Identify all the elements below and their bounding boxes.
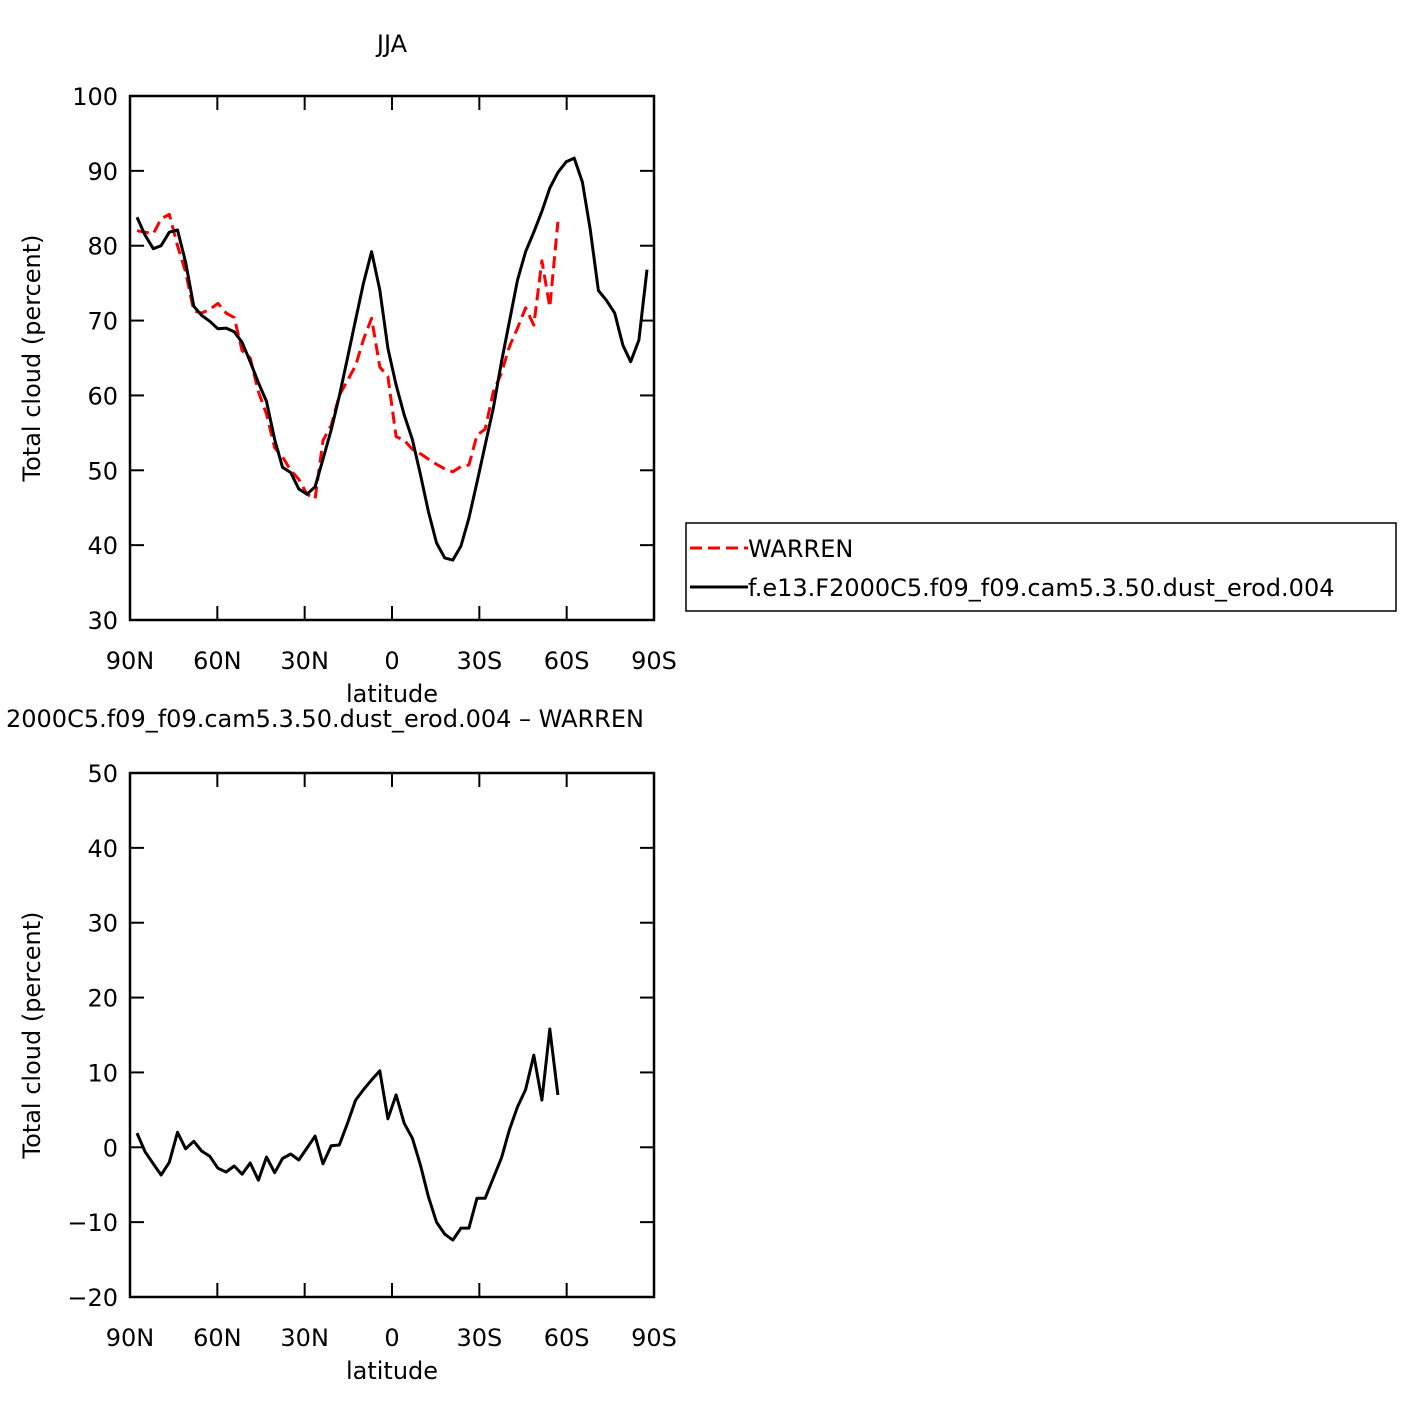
y-tick-label: 40 (87, 532, 118, 560)
legend-label: f.e13.F2000C5.f09_f09.cam5.3.50.dust_ero… (748, 574, 1334, 602)
data-line (136, 212, 560, 501)
x-tick-label: 30N (280, 647, 329, 675)
y-tick-label: 20 (87, 985, 118, 1013)
x-tick-label: 0 (384, 647, 399, 675)
y-axis-label: Total cloud (percent) (18, 912, 46, 1160)
chart-title: JJA (375, 30, 408, 58)
y-tick-label: 70 (87, 308, 118, 336)
plot-frame (128, 771, 656, 1299)
y-tick-label: 50 (87, 457, 118, 485)
x-tick-label: 90N (106, 647, 155, 675)
x-axis-label: latitude (346, 1357, 438, 1385)
x-tick-label: 30N (280, 1324, 329, 1352)
y-axis-label: Total cloud (percent) (18, 235, 46, 483)
x-tick-label: 30S (456, 647, 502, 675)
y-tick-label: −10 (67, 1209, 118, 1237)
x-tick-label: 60N (193, 1324, 242, 1352)
y-tick-label: 90 (87, 158, 118, 186)
data-line (135, 156, 649, 562)
y-tick-label: 50 (87, 760, 118, 788)
y-tick-label: 100 (72, 83, 118, 111)
x-tick-label: 60S (544, 647, 590, 675)
legend-label: WARREN (748, 535, 853, 563)
x-tick-label: 90S (631, 647, 677, 675)
y-tick-label: 30 (87, 607, 118, 635)
y-tick-label: 80 (87, 233, 118, 261)
x-tick-label: 60S (544, 1324, 590, 1352)
y-tick-label: 0 (103, 1134, 118, 1162)
y-tick-label: −20 (67, 1284, 118, 1312)
x-tick-label: 90N (106, 1324, 155, 1352)
y-tick-label: 30 (87, 910, 118, 938)
x-axis-label: latitude (346, 680, 438, 708)
x-tick-label: 0 (384, 1324, 399, 1352)
data-line (135, 1027, 560, 1242)
x-tick-label: 30S (456, 1324, 502, 1352)
y-tick-label: 10 (87, 1059, 118, 1087)
x-tick-label: 90S (631, 1324, 677, 1352)
x-tick-label: 60N (193, 647, 242, 675)
legend-box (685, 522, 1397, 612)
plot-frame (128, 94, 656, 622)
y-tick-label: 40 (87, 835, 118, 863)
chart-title: 2000C5.f09_f09.cam5.3.50.dust_erod.004 –… (6, 705, 644, 733)
y-tick-label: 60 (87, 382, 118, 410)
